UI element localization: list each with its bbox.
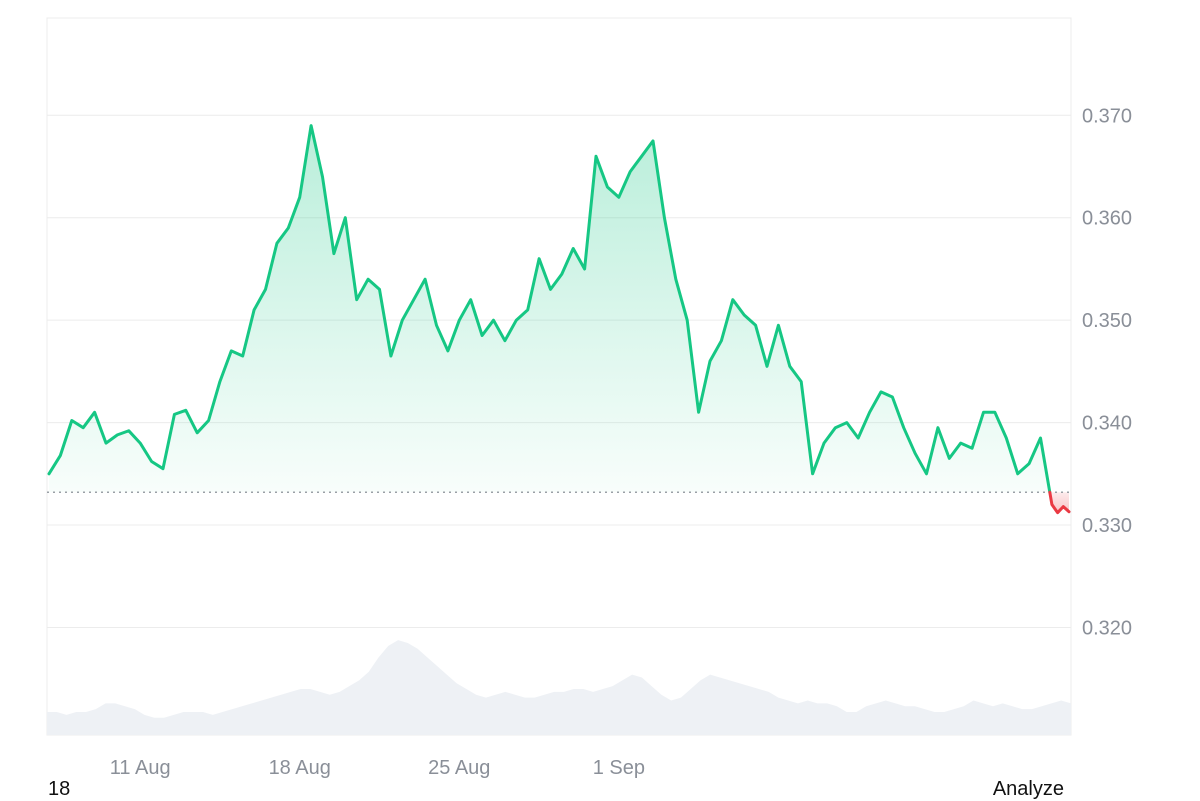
analyze-link[interactable]: Analyze: [992, 778, 1064, 800]
x-tick-label: 1 Sep: [593, 757, 645, 779]
x-axis: 11 Aug 18 Aug 25 Aug 1 Sep: [110, 757, 645, 779]
volume-shape: [47, 640, 1071, 735]
price-line-up: [47, 124, 1052, 494]
x-tick-label: 25 Aug: [428, 757, 490, 779]
price-fill-above: [49, 125, 1050, 493]
x-tick-label: 18 Aug: [269, 757, 331, 779]
y-tick-label: 0.350: [1082, 310, 1132, 332]
price-line-down: [1048, 490, 1071, 515]
y-axis: 0.370 0.360 0.350 0.340 0.330 0.320: [1082, 105, 1132, 639]
price-line: [47, 124, 1071, 515]
y-tick-label: 0.320: [1082, 617, 1132, 639]
y-tick-label: 0.370: [1082, 105, 1132, 127]
x-tick-label: 11 Aug: [110, 757, 171, 779]
volume-area: [47, 640, 1071, 735]
footer-left-text: 18: [48, 778, 71, 800]
y-tick-label: 0.340: [1082, 413, 1132, 435]
y-tick-label: 0.360: [1082, 208, 1132, 230]
y-tick-label: 0.330: [1082, 515, 1132, 537]
